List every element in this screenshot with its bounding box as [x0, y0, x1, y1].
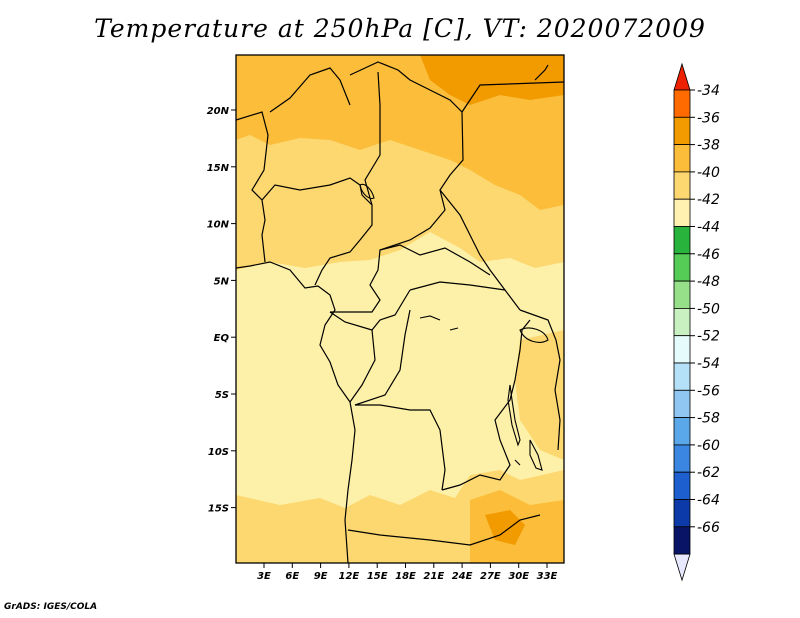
lat-tick-label: 5S [215, 390, 229, 401]
latitude-axis: 20N 15N 10N 5N EQ 5S 10S 15S [207, 106, 236, 515]
colorbar-swatch [673, 389, 691, 418]
colorbar-bottom-cap [673, 553, 691, 582]
colorbar-swatch [673, 335, 691, 364]
colorbar-swatch [673, 253, 691, 282]
colorbar-label: -56 [697, 383, 720, 399]
lon-tick-label: 15E [367, 571, 388, 582]
colorbar-swatch [673, 226, 691, 255]
colorbar-swatch [673, 307, 691, 337]
chart-title: Temperature at 250hPa [C], VT: 202007200… [94, 14, 706, 43]
colorbar-label: -54 [697, 356, 720, 372]
lon-tick-label: 30E [508, 571, 529, 582]
colorbar-label: -64 [697, 493, 720, 509]
colorbar: -34 -36 -38 -40 -42 -44 -46 -48 -50 -52 -54 -56 -58 -… [673, 62, 720, 582]
footer-credit: GrADS: IGES/COLA [4, 602, 98, 612]
lat-tick-label: 10N [207, 220, 230, 231]
colorbar-label: -44 [697, 220, 720, 236]
lon-tick-label: 18E [395, 571, 416, 582]
colorbar-swatch [673, 471, 691, 500]
lon-tick-label: 21E [423, 571, 444, 582]
colorbar-swatch [673, 116, 691, 146]
colorbar-swatch [673, 89, 691, 118]
colorbar-label: -66 [697, 520, 720, 536]
colorbar-label: -34 [697, 83, 720, 99]
field-band-36-north [420, 55, 564, 105]
colorbar-label: -48 [697, 274, 720, 290]
colorbar-swatch [673, 362, 691, 391]
colorbar-swatch [673, 144, 691, 173]
colorbar-label: -62 [697, 465, 720, 481]
colorbar-top-cap [673, 62, 691, 91]
lon-tick-label: 27E [480, 571, 501, 582]
colorbar-swatch [673, 499, 691, 528]
colorbar-swatch [673, 526, 691, 555]
field-band-40-east [515, 330, 564, 460]
lat-tick-label: 15S [208, 504, 229, 515]
temperature-field [236, 55, 564, 563]
colorbar-label: -42 [697, 192, 720, 208]
coastlines-and-borders [236, 61, 564, 563]
lat-tick-label: 10S [208, 447, 229, 458]
colorbar-label: -36 [697, 110, 720, 126]
map-frame [235, 54, 565, 564]
colorbar-label: -40 [697, 165, 720, 181]
colorbar-swatch [673, 280, 691, 309]
colorbar-label: -46 [697, 247, 720, 263]
colorbar-swatch [673, 444, 691, 473]
lon-tick-label: 33E [537, 571, 558, 582]
lat-tick-label: 20N [207, 106, 230, 117]
lat-tick-label: 15N [207, 163, 230, 174]
lat-tick-label: 5N [214, 276, 230, 287]
lon-tick-label: 12E [339, 571, 360, 582]
lon-tick-label: 9E [314, 571, 328, 582]
colorbar-swatch [673, 198, 691, 227]
colorbar-swatch [673, 417, 691, 446]
colorbar-label: -38 [697, 138, 720, 154]
colorbar-swatch [673, 171, 691, 200]
colorbar-label: -58 [697, 411, 720, 427]
lon-tick-label: 3E [257, 571, 271, 582]
lakes [359, 183, 549, 471]
lat-tick-label: EQ [214, 333, 230, 344]
colorbar-label: -50 [697, 301, 720, 317]
colorbar-label: -52 [697, 329, 720, 345]
lon-tick-label: 6E [285, 571, 299, 582]
longitude-axis: 3E 6E 9E 12E 15E 18E 21E 24E 27E 30E 33E [257, 563, 558, 582]
lon-tick-label: 24E [452, 571, 473, 582]
colorbar-label: -60 [697, 438, 720, 454]
